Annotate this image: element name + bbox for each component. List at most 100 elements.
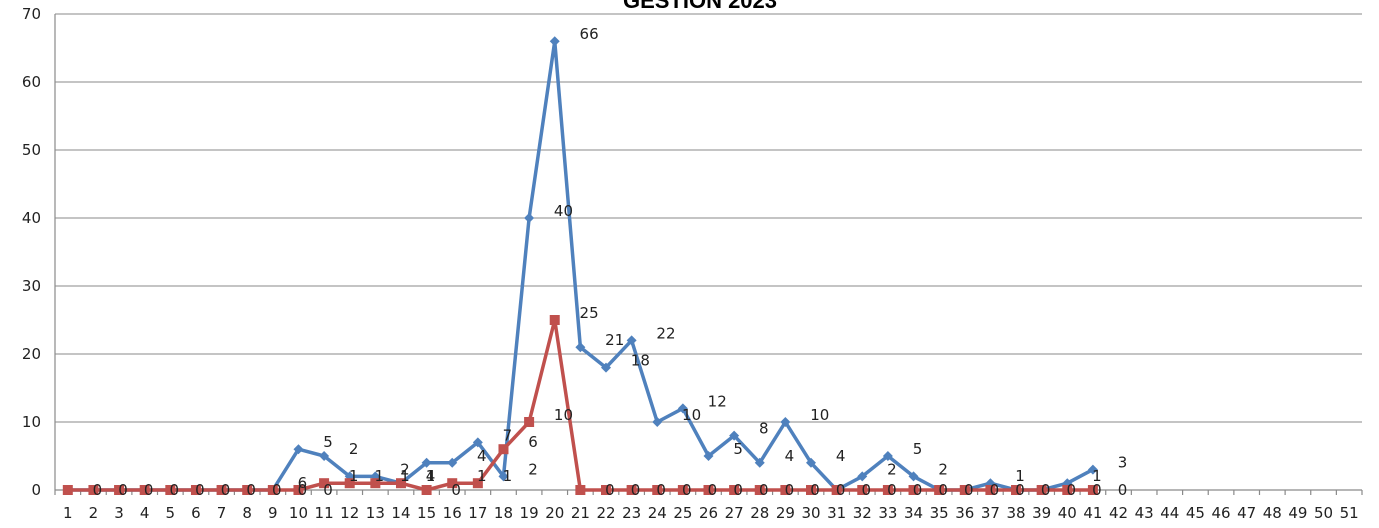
series-2-data-label: 0 <box>861 481 871 499</box>
series-2-point <box>626 485 637 495</box>
chart-title: GESTION 2023 <box>623 0 777 13</box>
series-2-point <box>934 485 945 495</box>
y-tick-label: 10 <box>22 413 41 431</box>
series-2-data-label: 0 <box>810 481 820 499</box>
series-2-data-label: 0 <box>887 481 897 499</box>
series-1-point <box>472 437 483 448</box>
series-2-data-label: 0 <box>836 481 846 499</box>
series-2-data-label: 0 <box>323 481 333 499</box>
series-1-point <box>754 457 765 468</box>
series-1-point <box>319 451 330 461</box>
x-tick-label: 49 <box>1288 504 1307 522</box>
series-2-data-label: 0 <box>938 481 948 499</box>
series-2-data-label: 0 <box>656 481 666 499</box>
x-tick-label: 7 <box>217 504 227 522</box>
series-2-point <box>267 485 278 495</box>
x-tick-label: 40 <box>1058 504 1077 522</box>
series-2-data-label: 1 <box>426 467 436 485</box>
series-1-point <box>447 457 458 468</box>
series-2-point <box>600 485 611 495</box>
x-tick-label: 21 <box>571 504 590 522</box>
series-2-data-label: 0 <box>708 481 718 499</box>
x-tick-label: 24 <box>648 504 667 522</box>
series-2-data-label: 6 <box>528 433 538 451</box>
series-1-data-label: 8 <box>759 420 769 438</box>
series-1-data-label: 2 <box>400 460 410 478</box>
series-2-point <box>1087 485 1098 495</box>
series-1-data-label: 1 <box>1092 467 1102 485</box>
x-tick-label: 14 <box>391 504 410 522</box>
series-1-point <box>498 471 509 482</box>
series-1-data-label: 4 <box>785 447 795 465</box>
x-tick-label: 50 <box>1314 504 1333 522</box>
x-tick-label: 45 <box>1186 504 1205 522</box>
y-tick-label: 70 <box>22 5 41 23</box>
series-1-point <box>524 213 535 223</box>
series-2-data-label: 0 <box>1015 481 1025 499</box>
series-1-data-label: 6 <box>298 474 308 492</box>
series-2-point <box>908 485 919 495</box>
series-1-data-label: 12 <box>708 392 727 410</box>
x-tick-label: 2 <box>89 504 99 522</box>
x-tick-label: 39 <box>1032 504 1051 522</box>
x-tick-label: 32 <box>853 504 872 522</box>
x-tick-label: 34 <box>904 504 923 522</box>
series-2-data-label: 1 <box>400 467 410 485</box>
x-tick-label: 44 <box>1160 504 1179 522</box>
series-1-data-label: 4 <box>836 447 846 465</box>
x-tick-label: 48 <box>1263 504 1282 522</box>
series-2-point <box>831 485 842 495</box>
series-1-point <box>293 444 304 455</box>
series-2-point <box>780 485 791 495</box>
x-tick-label: 25 <box>673 504 692 522</box>
x-tick-label: 17 <box>468 504 487 522</box>
x-tick-label: 27 <box>725 504 744 522</box>
series-1-point <box>857 471 868 482</box>
series-1-point <box>882 451 893 461</box>
series-2-data-label: 0 <box>298 481 308 499</box>
y-tick-label: 30 <box>22 277 41 295</box>
x-tick-label: 16 <box>443 504 462 522</box>
x-tick-label: 41 <box>1083 504 1102 522</box>
x-tick-label: 38 <box>1006 504 1025 522</box>
x-tick-label: 31 <box>827 504 846 522</box>
series-2-data-label: 0 <box>785 481 795 499</box>
series-2-point <box>549 315 560 325</box>
x-tick-label: 36 <box>955 504 974 522</box>
series-2-data-label: 0 <box>605 481 615 499</box>
series-2-point <box>498 444 509 455</box>
series-1-point <box>549 36 560 47</box>
x-tick-label: 10 <box>289 504 308 522</box>
series-2-point <box>524 417 535 427</box>
series-2-data-label: 0 <box>631 481 641 499</box>
series-1-data-label: 4 <box>426 467 436 485</box>
series-1-line <box>66 39 1095 492</box>
series-2-point <box>190 485 201 495</box>
y-tick-label: 60 <box>22 73 41 91</box>
series-2-point <box>677 485 688 495</box>
series-1-point <box>677 403 688 414</box>
x-tick-label: 6 <box>191 504 201 522</box>
series-1-data-label: 2 <box>528 460 538 478</box>
grid-lines <box>55 13 1362 423</box>
series-2-point <box>703 485 714 495</box>
series-2-point <box>88 485 99 495</box>
series-1-data-label: 2 <box>887 460 897 478</box>
series-2-data-label: 0 <box>759 481 769 499</box>
series-2-point <box>959 485 970 495</box>
series-2-data-label: 25 <box>580 304 599 322</box>
series-2-point <box>985 485 996 495</box>
x-tick-label: 4 <box>140 504 150 522</box>
series-1-point <box>652 417 663 427</box>
x-tick-label: 13 <box>366 504 385 522</box>
y-tick-labels: 0 10 20 30 40 50 60 70 <box>22 5 41 499</box>
series-1-data-label: 5 <box>733 440 743 458</box>
series-2-data-label: 0 <box>1118 481 1128 499</box>
series-2-point <box>1036 485 1047 495</box>
x-tick-label: 35 <box>930 504 949 522</box>
series-1-data-label: 66 <box>580 25 599 43</box>
series-2-point <box>575 485 586 495</box>
x-tick-label: 30 <box>801 504 820 522</box>
